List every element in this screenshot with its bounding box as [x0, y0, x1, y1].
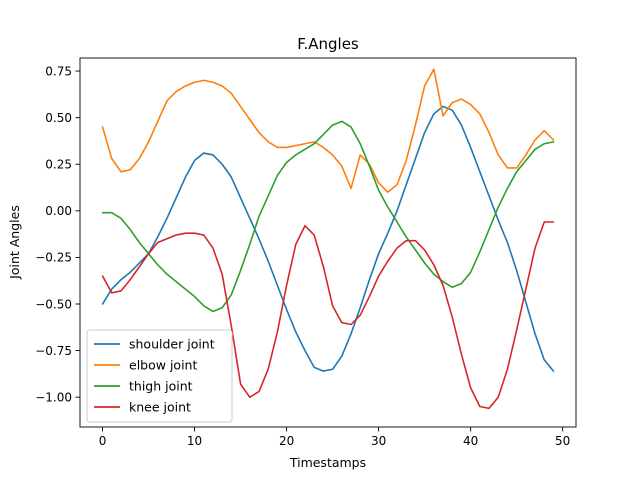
legend-box — [86, 329, 233, 423]
y-tick-label: −1.00 — [35, 390, 72, 404]
y-tick-label: −0.25 — [35, 251, 72, 265]
x-tick-label: 20 — [279, 434, 294, 448]
legend-label-1: elbow joint — [129, 358, 197, 373]
legend-label-3: knee joint — [129, 400, 191, 415]
y-tick-label: 0.25 — [45, 158, 72, 172]
legend: shoulder joint elbow joint thigh joint knee… — [86, 329, 233, 423]
series-line-1 — [101, 68, 555, 193]
x-axis-label: Timestamps — [289, 455, 366, 470]
plot-area — [101, 68, 555, 410]
y-tick-label: −0.75 — [35, 344, 72, 358]
axes-frame — [79, 57, 577, 428]
legend-label-0: shoulder joint — [129, 337, 215, 352]
chart-title: F.Angles — [297, 35, 359, 53]
y-tick-label: 0.50 — [45, 111, 72, 125]
y-axis: −1.00 −0.75 −0.50 −0.25 0.00 0.25 0.50 0.75 — [35, 64, 80, 404]
y-tick-label: 0.75 — [45, 64, 72, 78]
series-line-2 — [101, 120, 555, 313]
x-tick-label: 10 — [187, 434, 202, 448]
y-tick-label: −0.50 — [35, 297, 72, 311]
y-axis-label: Joint Angles — [7, 205, 22, 280]
x-tick-label: 0 — [99, 434, 107, 448]
y-tick-label: 0.00 — [45, 204, 72, 218]
x-axis: 0 10 20 30 40 50 — [99, 427, 570, 448]
x-tick-label: 40 — [463, 434, 478, 448]
legend-label-2: thigh joint — [129, 379, 193, 394]
series-line-3 — [101, 221, 555, 410]
series-line-0 — [101, 105, 555, 372]
x-tick-label: 30 — [371, 434, 386, 448]
x-tick-label: 50 — [555, 434, 570, 448]
